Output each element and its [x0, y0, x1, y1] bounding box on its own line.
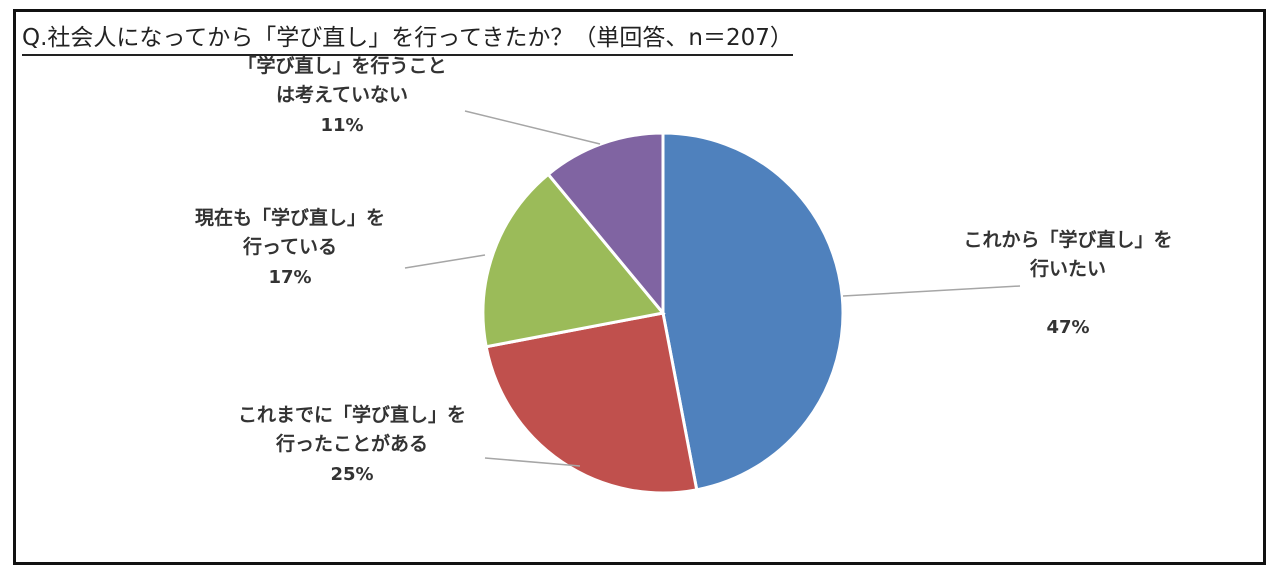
leader-line-2: [404, 254, 486, 269]
slice-label-0-line-1: 行いたい: [1029, 257, 1106, 280]
leader-line-0: [842, 285, 1021, 297]
slice-label-3-line-0: 「学び直し」を行うこと: [237, 54, 446, 77]
slice-label-2-line-0: 現在も「学び直し」を: [195, 206, 385, 229]
slice-label-2-line-1: 行っている: [242, 235, 337, 258]
slice-percent-2: 17%: [268, 267, 311, 288]
slice-percent-1: 25%: [330, 464, 373, 485]
slice-label-1-line-0: これまでに「学び直し」を: [238, 403, 466, 426]
pie-slice-1: [484, 311, 699, 495]
pie-slice-2: [481, 172, 666, 349]
leader-line-3: [464, 110, 601, 145]
slice-label-1-line-1: 行ったことがある: [275, 432, 428, 455]
pie-slice-3: [546, 131, 665, 318]
leader-line-1: [484, 457, 581, 467]
slice-percent-3: 11%: [320, 115, 363, 136]
slice-label-3-line-1: は考えていない: [276, 84, 408, 106]
chart-title: Q.社会人になってから「学び直し」を行ってきたか？（単回答、n＝207）: [22, 18, 793, 56]
pie-slices: [481, 131, 845, 495]
leader-lines: [404, 110, 1021, 467]
pie-slice-0: [661, 131, 845, 492]
slice-label-0-line-0: これから「学び直し」を: [963, 228, 1172, 251]
slice-percent-0: 47%: [1046, 317, 1089, 338]
